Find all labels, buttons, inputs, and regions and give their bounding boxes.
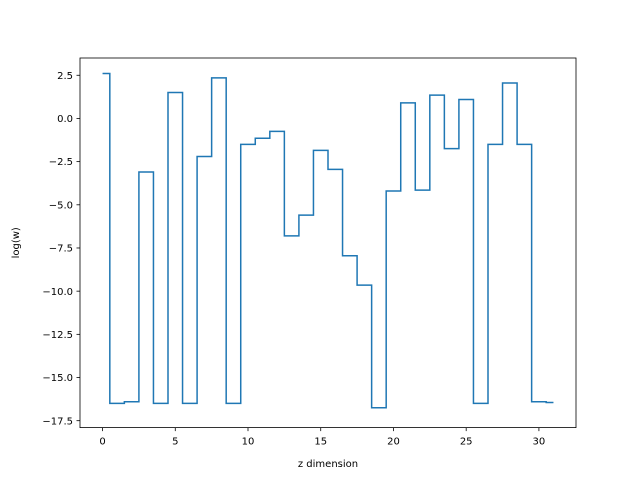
y-tick-label: −5.0	[49, 200, 73, 211]
y-axis-label: log(w)	[11, 227, 22, 258]
x-tick-label: 20	[387, 437, 400, 448]
series-line-0	[102, 72, 554, 409]
y-tick-label: 2.5	[57, 71, 73, 82]
series-layer	[102, 72, 554, 409]
plot-area	[80, 58, 576, 428]
y-tick-label: −10.0	[42, 287, 73, 298]
x-axis-label: z dimension	[298, 459, 358, 470]
y-axis-ticks: 2.5 0.0 −2.5 −5.0 −7.5 −10.0 −12.5 −15.0 −17.5	[42, 71, 80, 427]
axes-frame	[79, 57, 577, 429]
y-tick-label: −7.5	[49, 244, 73, 255]
y-tick-label: −15.0	[42, 373, 73, 384]
y-tick-label: −17.5	[42, 416, 73, 427]
y-tick-label: 0.0	[57, 114, 73, 125]
x-tick-label: 30	[533, 437, 546, 448]
x-tick-label: 15	[314, 437, 327, 448]
x-tick-label: 25	[460, 437, 473, 448]
y-tick-label: −2.5	[49, 157, 73, 168]
y-tick-label: −12.5	[42, 330, 73, 341]
x-tick-label: 10	[242, 437, 255, 448]
x-tick-label: 0	[99, 437, 105, 448]
x-axis-ticks: 0 5 10 15 20 25 30	[99, 427, 546, 448]
x-tick-label: 5	[172, 437, 178, 448]
